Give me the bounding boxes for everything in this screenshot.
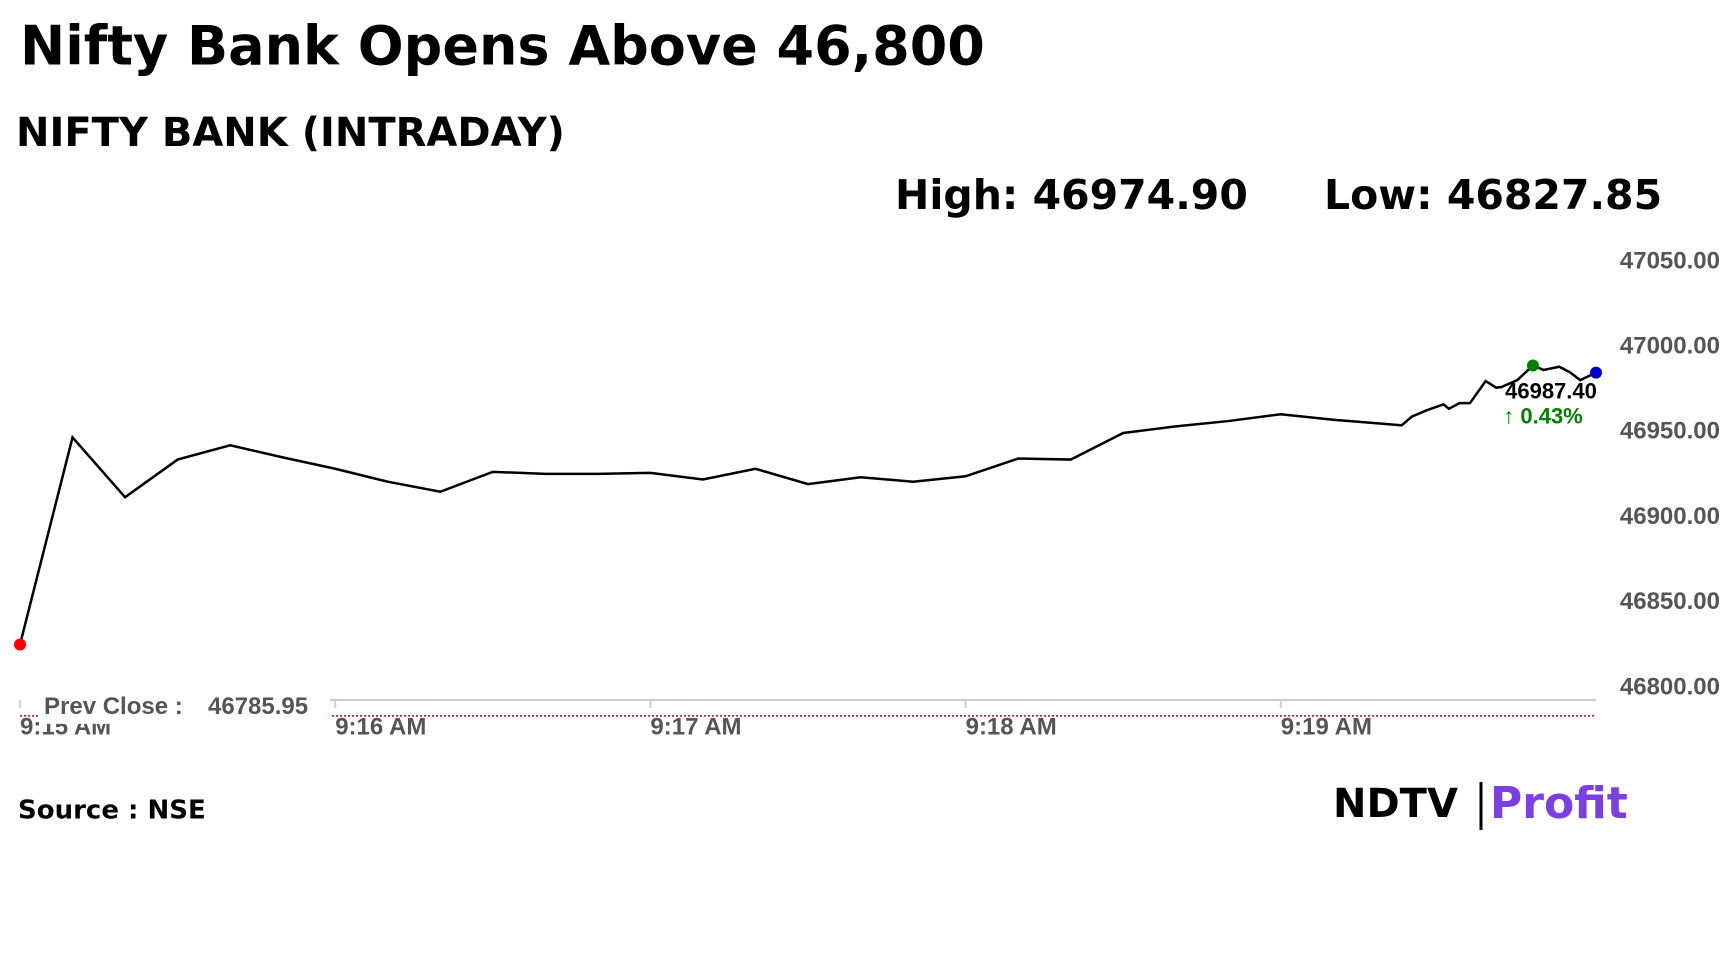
- logo-ndtv: NDTV: [1333, 781, 1458, 827]
- source: Source : NSE: [18, 796, 206, 826]
- y-tick-label: 46950.00: [1620, 418, 1720, 445]
- y-tick-label: 47000.00: [1620, 333, 1720, 360]
- low-text: Low: 46827.85: [1324, 171, 1662, 219]
- y-tick-label: 46800.00: [1620, 673, 1720, 700]
- y-tick-label: 46900.00: [1620, 503, 1720, 530]
- start-dot: [14, 638, 26, 651]
- x-tick-label: 9:17 AM: [650, 713, 741, 740]
- high-text: High: 46974.90: [895, 171, 1248, 219]
- x-tick-label: 9:19 AM: [1281, 713, 1372, 740]
- prev-close-value: 46785.95: [208, 693, 308, 720]
- chart-subtitle: NIFTY BANK (INTRADAY): [16, 110, 565, 156]
- logo-profit: Profit: [1490, 778, 1628, 829]
- end-dot: [1590, 366, 1602, 379]
- peak-dot: [1526, 359, 1539, 372]
- prev-close-bg: [40, 691, 330, 724]
- chart-title: Nifty Bank Opens Above 46,800: [20, 15, 985, 78]
- price-line: [18, 364, 1597, 645]
- last-value-label: 46987.40: [1505, 378, 1597, 403]
- prev-close-label: Prev Close :: [44, 693, 183, 720]
- x-tick-label: 9:16 AM: [335, 713, 426, 740]
- x-tick-label: 9:18 AM: [966, 713, 1057, 740]
- y-tick-label: 47050.00: [1620, 247, 1720, 274]
- y-tick-label: 46850.00: [1620, 588, 1720, 615]
- change-label: ↑ 0.43%: [1503, 403, 1583, 428]
